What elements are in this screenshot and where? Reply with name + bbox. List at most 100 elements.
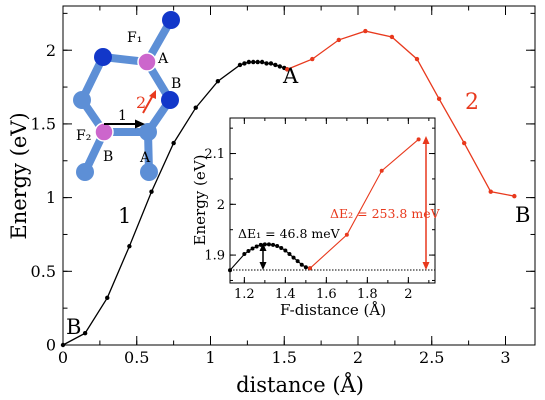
main-series-1-point xyxy=(171,140,176,146)
main-x-axis-label: distance (Å) xyxy=(236,372,364,397)
main-series-2-point xyxy=(436,96,442,102)
inset-series-2-point xyxy=(344,232,349,237)
molecule-diagram: F₁ A B F₂ B A 1 2 xyxy=(73,11,181,181)
inset-de1-arrow-bottom xyxy=(259,262,267,270)
inset-plot-frame xyxy=(229,117,436,284)
main-series-2-point xyxy=(488,189,493,194)
main-x-tick-label: 1.5 xyxy=(272,348,297,367)
inset-x-tick-label: 1.2 xyxy=(234,287,255,302)
inset-series-1-point xyxy=(295,259,300,264)
main-series-1-point xyxy=(255,59,260,65)
atom-fluorine-2 xyxy=(94,122,114,142)
inset-de2-arrow-bottom xyxy=(422,262,430,270)
main-series-1-point xyxy=(277,64,283,69)
atom-upper-left xyxy=(94,48,112,66)
mol-label-f2: F₂ xyxy=(76,128,91,144)
main-series-2-point xyxy=(336,37,342,43)
inset-y-tick-label: 2.1 xyxy=(204,147,225,162)
arrow-path-2-head xyxy=(149,90,156,99)
inset-x-tick-label: 1.8 xyxy=(357,287,378,302)
inset-series-1-point xyxy=(299,262,304,267)
inset-y-axis-label: Energy (eV) xyxy=(191,155,209,246)
main-series-2-line xyxy=(286,30,515,197)
atom-bottom-left xyxy=(76,163,94,181)
mol-label-f1: F₁ xyxy=(127,30,142,46)
main-series-1-point xyxy=(273,62,278,68)
main-y-axis-label: Energy (eV) xyxy=(7,112,31,239)
label-path-1: 1 xyxy=(118,204,131,228)
main-series-1-point xyxy=(215,78,221,84)
mol-label-b1: B xyxy=(171,76,181,92)
mol-arrow-label-1: 1 xyxy=(118,108,127,124)
inset-x-tick-label: 1.4 xyxy=(275,287,296,302)
main-series-2-point xyxy=(285,67,290,72)
atom-bottom-right xyxy=(140,163,158,181)
main-series-2-point xyxy=(512,193,517,199)
inset-series-1-point xyxy=(287,252,292,257)
inset-series-1-point xyxy=(254,244,259,249)
main-y-tick-label: 2 xyxy=(46,41,56,60)
mol-arrow-label-2: 2 xyxy=(136,93,146,112)
main-series-1-point xyxy=(259,59,265,65)
arrow-path-2 xyxy=(142,96,153,114)
main-series-1-point xyxy=(268,61,274,66)
main-x-tick-label: 0.5 xyxy=(124,348,149,367)
main-x-tick-label: 2 xyxy=(353,348,363,367)
atom-fluorine-1 xyxy=(137,52,157,72)
inset-de2-label: ΔE₂ = 253.8 meV xyxy=(330,206,441,221)
inset-x-tick-label: 1.6 xyxy=(316,287,337,302)
inset-series-1-point xyxy=(303,265,308,270)
inset-series-1-point xyxy=(271,242,276,247)
main-x-tick-label: 0 xyxy=(58,348,68,367)
main-series-2-point xyxy=(389,34,395,40)
main-series-2-point xyxy=(310,56,315,62)
arrow-path-1-head xyxy=(135,119,145,129)
inset-series-1-point xyxy=(291,255,296,260)
inset-de1-arrow-top xyxy=(259,243,267,251)
main-x-tick-label: 2.5 xyxy=(419,348,444,367)
main-axes-ticks: 0 0.5 1 1.5 2 2.5 3 0 0.5 1 1.5 2 xyxy=(31,6,535,367)
atom-left xyxy=(73,91,91,109)
mol-label-a2: A xyxy=(139,150,151,166)
inset-series-1-point xyxy=(246,249,251,254)
inset-axes-ticks: 1.2 1.4 1.6 1.8 2 1.9 2 2.1 xyxy=(204,118,435,302)
inset-y-tick-label: 1.9 xyxy=(204,249,225,264)
atom-lower-right xyxy=(139,123,157,141)
label-point-a: A xyxy=(282,64,299,88)
main-series-1-point xyxy=(149,189,154,194)
label-point-b-start: B xyxy=(66,315,81,339)
inset-series-1-point xyxy=(266,242,271,247)
atom-top-right xyxy=(162,11,180,29)
main-y-tick-label: 0.5 xyxy=(31,262,56,281)
inset-y-tick-label: 2 xyxy=(217,198,225,213)
inset-series-1-point xyxy=(250,246,255,251)
inset-series-1-point xyxy=(242,252,247,257)
main-plot-frame xyxy=(62,5,536,346)
atom-right xyxy=(161,91,179,109)
inset-series-2-point xyxy=(379,168,384,173)
main-y-tick-label: 1 xyxy=(46,188,56,207)
main-series-points xyxy=(60,28,517,348)
main-series-1-point xyxy=(60,342,66,348)
mol-label-a1: A xyxy=(157,51,169,67)
main-series-2-point xyxy=(363,28,368,34)
main-series-1-point xyxy=(242,61,247,66)
inset-series-2-line xyxy=(309,138,419,269)
main-series-1-point xyxy=(105,295,110,301)
main-x-tick-label: 3 xyxy=(500,348,510,367)
main-x-tick-label: 1 xyxy=(205,348,215,367)
main-series-1-point xyxy=(82,331,88,336)
main-series-1-point xyxy=(127,244,132,249)
inset-series-1-point xyxy=(283,248,288,253)
inset-series-1-point xyxy=(275,243,280,248)
inset-series-1-point xyxy=(279,245,284,250)
inset-series-1-point xyxy=(228,268,232,273)
main-series-2-point xyxy=(462,140,467,146)
label-point-b-end: B xyxy=(515,203,530,227)
main-series-1-point xyxy=(264,61,269,66)
inset-series-points xyxy=(228,137,421,273)
main-y-tick-label: 1.5 xyxy=(31,115,56,134)
main-series-1-point xyxy=(237,62,243,68)
inset-de1-label: ΔE₁ = 46.8 meV xyxy=(238,226,341,241)
main-series-1-point xyxy=(251,59,256,65)
